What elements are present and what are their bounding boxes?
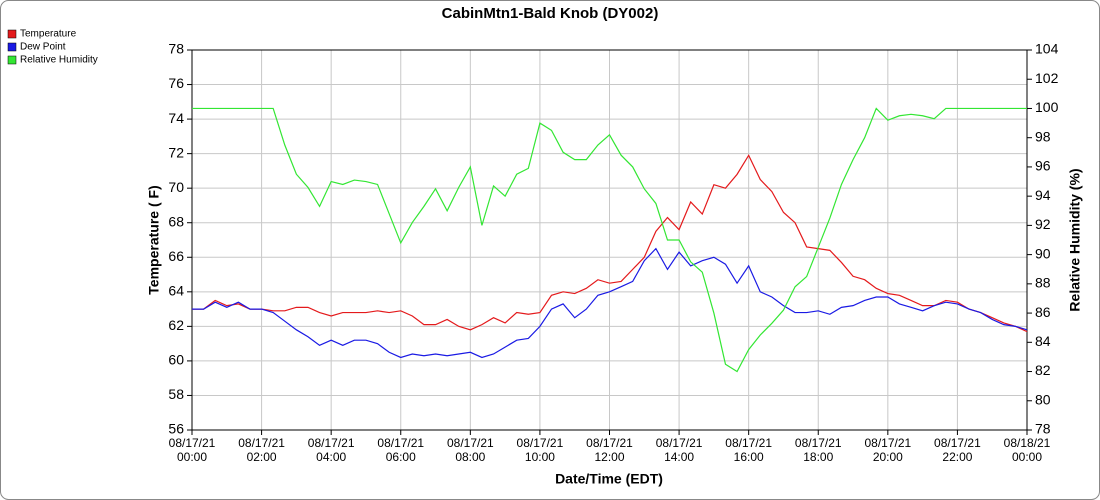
y2-tick-label: 84: [1035, 333, 1051, 349]
y2-tick-label: 100: [1035, 99, 1059, 115]
x-axis-label: Date/Time (EDT): [555, 471, 663, 487]
y-tick-label: 62: [168, 317, 184, 333]
y-axis-label: Temperature ( F): [146, 185, 162, 294]
y2-tick-label: 82: [1035, 362, 1051, 378]
y2-tick-label: 80: [1035, 391, 1051, 407]
y-tick-label: 70: [168, 179, 184, 195]
y-tick-label: 74: [168, 110, 184, 126]
x-tick-label: 08/17/21 12:00: [586, 436, 633, 464]
y2-tick-label: 94: [1035, 187, 1051, 203]
legend-label: Relative Humidity: [20, 55, 98, 66]
x-tick-label: 08/18/21 00:00: [1004, 436, 1051, 464]
y2-tick-label: 98: [1035, 128, 1051, 144]
y2-tick-label: 78: [1035, 421, 1051, 437]
legend-swatch: [7, 29, 17, 39]
legend-swatch: [7, 55, 17, 65]
y2-tick-label: 92: [1035, 216, 1051, 232]
y2-axis-label: Relative Humidity (%): [1067, 168, 1083, 311]
x-tick-label: 08/17/21 00:00: [169, 436, 216, 464]
series-line: [192, 247, 1028, 359]
legend-swatch: [7, 42, 17, 52]
y-tick-label: 76: [168, 75, 184, 91]
chart-title: CabinMtn1-Bald Knob (DY002): [442, 5, 659, 22]
x-tick-label: 08/17/21 08:00: [447, 436, 494, 464]
y-tick-label: 72: [168, 144, 184, 160]
y-tick-label: 58: [168, 386, 184, 402]
series-line: [192, 107, 1027, 373]
legend-label: Dew Point: [20, 42, 66, 53]
x-tick-label: 08/17/21 18:00: [795, 436, 842, 464]
y-tick-label: 56: [168, 421, 184, 437]
legend-label: Temperature: [20, 29, 77, 40]
x-tick-label: 08/17/21 20:00: [864, 436, 911, 464]
x-tick-label: 08/17/21 06:00: [377, 436, 424, 464]
x-tick-label: 08/17/21 10:00: [517, 436, 564, 464]
series-line: [192, 154, 1028, 333]
y2-tick-label: 88: [1035, 275, 1051, 291]
y2-tick-label: 86: [1035, 304, 1051, 320]
y2-tick-label: 96: [1035, 158, 1051, 174]
y-tick-label: 68: [168, 213, 184, 229]
plot-border: [191, 49, 1028, 431]
y2-tick-label: 90: [1035, 245, 1051, 261]
x-tick-label: 08/17/21 02:00: [238, 436, 285, 464]
x-tick-label: 08/17/21 22:00: [934, 436, 981, 464]
y-tick-label: 60: [168, 352, 184, 368]
x-tick-label: 08/17/21 14:00: [656, 436, 703, 464]
y2-tick-label: 102: [1035, 70, 1059, 86]
x-tick-label: 08/17/21 16:00: [725, 436, 772, 464]
y-tick-label: 64: [168, 283, 184, 299]
x-tick-label: 08/17/21 04:00: [308, 436, 355, 464]
y-tick-label: 78: [168, 41, 184, 57]
y2-tick-label: 104: [1035, 41, 1059, 57]
y-tick-label: 66: [168, 248, 184, 264]
